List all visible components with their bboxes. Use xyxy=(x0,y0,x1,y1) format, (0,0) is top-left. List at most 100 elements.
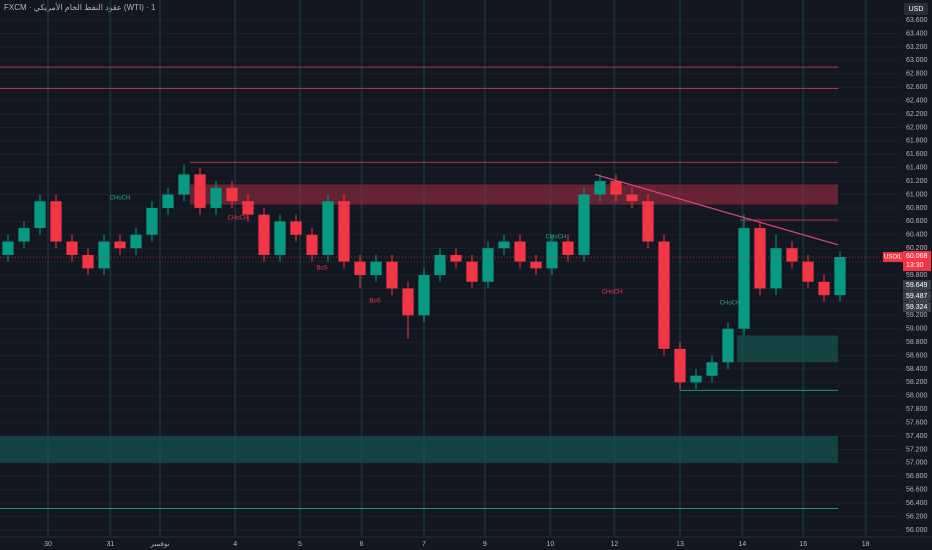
price-badge-label: 59.324 xyxy=(906,304,928,311)
y-tick-label: 58.400 xyxy=(906,366,928,373)
candle-body xyxy=(210,187,222,208)
candle-body xyxy=(466,261,478,282)
candle-body xyxy=(162,194,174,208)
price-badge xyxy=(903,291,931,302)
y-tick-label: 62.000 xyxy=(906,124,928,131)
x-tick-label: 10 xyxy=(547,541,555,548)
candle-body xyxy=(754,228,766,289)
candle-body xyxy=(514,241,526,262)
candle-body xyxy=(130,234,142,249)
x-tick-label: 18 xyxy=(862,541,870,548)
candle-body xyxy=(530,261,542,269)
structure-label: CHoCH xyxy=(546,235,567,241)
y-tick-label: 60.400 xyxy=(906,232,928,239)
price-axis xyxy=(900,0,932,550)
price-badge xyxy=(903,301,931,312)
candle-body xyxy=(354,261,366,276)
candle-body xyxy=(482,248,494,282)
candle-body xyxy=(834,257,846,296)
y-tick-label: 63.200 xyxy=(906,44,928,51)
candle-body xyxy=(34,201,46,229)
candle-body xyxy=(786,248,798,262)
candle-body xyxy=(402,288,414,316)
candle-body xyxy=(338,201,350,262)
y-tick-label: 62.600 xyxy=(906,84,928,91)
candle-body xyxy=(498,241,510,249)
y-tick-label: 60.600 xyxy=(906,218,928,225)
candle-body xyxy=(738,228,750,329)
candle-body xyxy=(610,181,622,195)
structure-label: CHoCH xyxy=(602,290,623,296)
candle-body xyxy=(82,254,94,269)
last-price-name: USOIL xyxy=(884,255,903,261)
candle-body xyxy=(18,228,30,242)
candle-body xyxy=(578,194,590,255)
candle-body xyxy=(690,375,702,383)
y-tick-label: 63.400 xyxy=(906,30,928,37)
y-tick-label: 63.000 xyxy=(906,57,928,64)
y-tick-label: 56.600 xyxy=(906,487,928,494)
price-badge-label: 59.487 xyxy=(906,293,928,300)
candle-body xyxy=(386,261,398,289)
trendline xyxy=(594,173,839,246)
candle-body xyxy=(802,261,814,282)
y-tick-label: 57.800 xyxy=(906,406,928,413)
candle-body xyxy=(258,214,270,255)
y-tick-label: 59.000 xyxy=(906,326,928,333)
candle-body xyxy=(626,194,638,202)
countdown: 13:30 xyxy=(906,262,924,269)
candle-body xyxy=(66,241,78,255)
candle-body xyxy=(194,174,206,208)
y-tick-label: 58.800 xyxy=(906,339,928,346)
candle-body xyxy=(674,348,686,383)
y-tick-label: 61.200 xyxy=(906,178,928,185)
candle-body xyxy=(562,241,574,255)
y-tick-label: 61.600 xyxy=(906,151,928,158)
y-tick-label: 57.600 xyxy=(906,419,928,426)
structure-label: BoS xyxy=(316,266,327,272)
y-tick-label: 57.200 xyxy=(906,446,928,453)
structure-label: CHoCH xyxy=(228,216,249,222)
last-price-name-badge xyxy=(883,252,903,263)
candle-body xyxy=(50,201,62,242)
y-tick-label: 56.200 xyxy=(906,513,928,520)
candle-body xyxy=(642,201,654,242)
zone xyxy=(190,184,838,205)
candle-body xyxy=(706,362,718,376)
y-tick-label: 57.000 xyxy=(906,460,928,467)
symbol-title: FXCM · عقود النفط الخام الأمريكي (WTI) ·… xyxy=(4,2,156,12)
x-tick-label: 4 xyxy=(233,541,237,548)
y-tick-label: 56.400 xyxy=(906,500,928,507)
candle-body xyxy=(306,234,318,255)
y-tick-label: 61.400 xyxy=(906,165,928,172)
candle-body xyxy=(322,201,334,255)
candle-body xyxy=(818,281,830,296)
y-tick-label: 56.800 xyxy=(906,473,928,480)
currency: USD xyxy=(909,6,924,13)
y-tick-label: 61.800 xyxy=(906,138,928,145)
candle-body xyxy=(274,221,286,255)
x-tick-label: 16 xyxy=(799,541,807,548)
zone xyxy=(0,436,838,463)
zone xyxy=(737,335,838,363)
candle-body xyxy=(114,241,126,249)
candle-body xyxy=(370,261,382,276)
candle-body xyxy=(98,241,110,269)
structure-label: CHoCH xyxy=(720,301,741,307)
structure-label: BoS xyxy=(369,299,380,305)
y-tick-label: 56.000 xyxy=(906,527,928,534)
x-tick-label: 30 xyxy=(44,541,52,548)
last-price-label: 60.068 xyxy=(906,253,928,260)
candle-body xyxy=(418,275,430,316)
y-tick-label: 58.600 xyxy=(906,352,928,359)
x-tick-label: 6 xyxy=(360,541,364,548)
candle-body xyxy=(146,207,158,235)
candle-body xyxy=(770,248,782,289)
structure-label: CHoCH xyxy=(110,196,131,202)
candle-body xyxy=(290,221,302,235)
y-tick-label: 63.600 xyxy=(906,17,928,24)
candle-body xyxy=(242,201,254,215)
y-tick-label: 60.800 xyxy=(906,205,928,212)
y-tick-label: 58.200 xyxy=(906,379,928,386)
